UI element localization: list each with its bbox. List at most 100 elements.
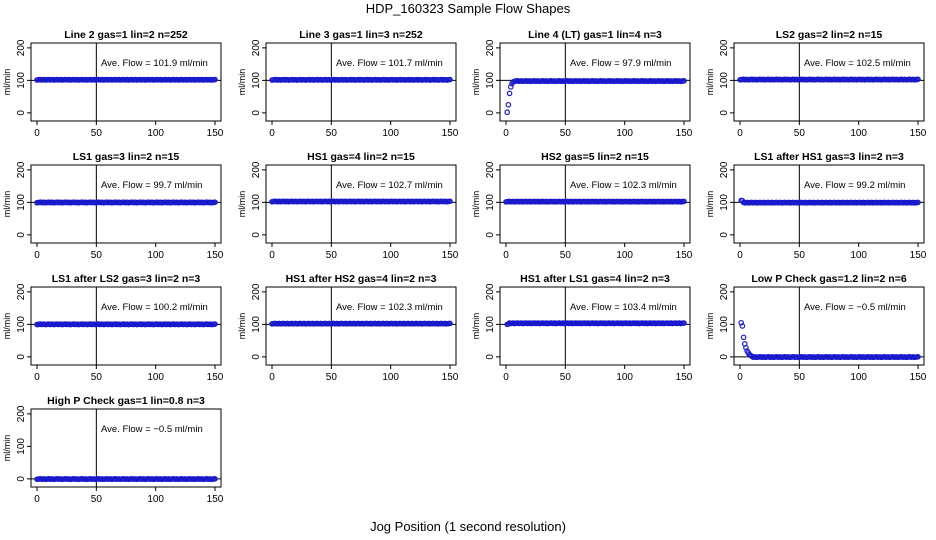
panel-8: LS1 after HS1 gas=3 lin=2 n=3 0 50 100 150 0 1…: [705, 151, 927, 261]
panel-title: HS1 after HS2 gas=4 lin=2 n=3: [286, 273, 437, 285]
data-point: [681, 78, 687, 84]
average-flow-annotation: Ave. Flow = −0.5 ml/min: [804, 302, 906, 313]
y-tick-label: 200: [485, 161, 496, 178]
x-tick-label: 0: [737, 250, 743, 261]
average-flow-annotation: Ave. Flow = 99.2 ml/min: [804, 180, 905, 191]
x-tick-label: 100: [147, 494, 164, 505]
x-tick-label: 0: [503, 372, 509, 383]
x-tick-label: 100: [850, 372, 867, 383]
plot-frame: [30, 42, 222, 122]
y-axis-label: ml/min: [2, 191, 12, 218]
data-point: [915, 199, 921, 206]
x-tick-label: 50: [560, 372, 572, 383]
average-flow-annotation: Ave. Flow = 101.9 ml/min: [101, 58, 208, 69]
panel-13: High P Check gas=1 lin=0.8 n=3 0 50 100 150 0…: [2, 395, 224, 505]
y-tick-label: 200: [719, 161, 730, 178]
x-tick-label: 50: [794, 250, 806, 261]
y-tick-label: 0: [251, 232, 262, 238]
data-point: [740, 334, 747, 341]
data-point: [505, 101, 512, 108]
x-tick-label: 100: [616, 128, 633, 139]
panel-12: Low P Check gas=1.2 lin=2 n=6 0 50 100 150 0 1…: [705, 273, 927, 383]
y-tick-label: 100: [251, 194, 262, 211]
panel-9: LS1 after LS2 gas=3 lin=2 n=3 0 50 100 150 0 1…: [2, 273, 224, 383]
x-tick-label: 150: [442, 128, 459, 139]
panel-title: LS1 gas=3 lin=2 n=15: [73, 151, 180, 163]
y-axis-label: ml/min: [237, 191, 247, 218]
y-tick-label: 100: [16, 316, 27, 333]
y-tick-label: 100: [719, 316, 730, 333]
x-tick-label: 50: [91, 128, 103, 139]
x-tick-label: 100: [147, 250, 164, 261]
plot-frame: [265, 164, 457, 244]
y-tick-label: 0: [719, 354, 730, 360]
panel-title: HS1 gas=4 lin=2 n=15: [307, 151, 415, 163]
x-tick-label: 150: [442, 372, 459, 383]
panel-title: LS1 after HS1 gas=3 lin=2 n=3: [754, 151, 904, 163]
y-tick-label: 0: [719, 232, 730, 238]
x-tick-label: 100: [382, 128, 399, 139]
average-flow-annotation: Ave. Flow = −0.5 ml/min: [101, 424, 203, 435]
x-tick-label: 100: [616, 372, 633, 383]
y-tick-label: 100: [485, 194, 496, 211]
y-tick-label: 100: [16, 438, 27, 455]
x-tick-label: 150: [676, 372, 693, 383]
data-point: [504, 109, 510, 116]
y-tick-label: 100: [251, 316, 262, 333]
x-tick-label: 50: [326, 128, 338, 139]
y-axis-label: ml/min: [471, 69, 481, 96]
y-axis-label: ml/min: [2, 69, 12, 96]
plot-frame: [265, 42, 457, 122]
panel-title: High P Check gas=1 lin=0.8 n=3: [47, 395, 205, 407]
data-point: [212, 199, 218, 206]
plot-frame: [733, 164, 925, 244]
panel-title: LS2 gas=2 lin=2 n=15: [776, 29, 883, 41]
x-tick-label: 150: [910, 372, 927, 383]
average-flow-annotation: Ave. Flow = 97.9 ml/min: [570, 58, 671, 69]
x-tick-label: 50: [560, 128, 572, 139]
x-tick-label: 50: [91, 372, 103, 383]
x-tick-label: 50: [91, 494, 103, 505]
x-tick-label: 0: [737, 372, 743, 383]
y-tick-label: 0: [16, 110, 27, 116]
plot-frame: [265, 286, 457, 366]
x-tick-label: 50: [560, 250, 572, 261]
x-tick-label: 100: [147, 128, 164, 139]
y-tick-label: 100: [16, 72, 27, 89]
y-axis-label: ml/min: [705, 313, 715, 340]
data-point: [212, 475, 218, 482]
x-tick-label: 50: [326, 250, 338, 261]
x-tick-label: 150: [910, 128, 927, 139]
x-tick-label: 0: [269, 372, 275, 383]
y-tick-label: 0: [251, 354, 262, 360]
x-tick-label: 0: [503, 128, 509, 139]
data-point: [681, 320, 687, 326]
x-tick-label: 50: [326, 372, 338, 383]
y-axis-label: ml/min: [705, 69, 715, 96]
y-tick-label: 0: [485, 354, 496, 360]
x-tick-label: 100: [850, 250, 867, 261]
x-tick-label: 100: [147, 372, 164, 383]
y-tick-label: 100: [719, 194, 730, 211]
average-flow-annotation: Ave. Flow = 102.3 ml/min: [570, 180, 677, 191]
x-tick-label: 150: [676, 128, 693, 139]
average-flow-annotation: Ave. Flow = 100.2 ml/min: [101, 302, 208, 313]
y-tick-label: 200: [251, 161, 262, 178]
y-tick-label: 100: [485, 316, 496, 333]
y-tick-label: 0: [251, 110, 262, 116]
y-axis-label: ml/min: [471, 313, 481, 340]
x-tick-label: 100: [616, 250, 633, 261]
x-tick-label: 50: [794, 372, 806, 383]
x-tick-label: 100: [382, 250, 399, 261]
x-tick-label: 50: [794, 128, 806, 139]
x-tick-label: 100: [850, 128, 867, 139]
y-tick-label: 100: [719, 72, 730, 89]
y-tick-label: 200: [16, 283, 27, 300]
y-tick-label: 0: [16, 476, 27, 482]
x-tick-label: 50: [91, 250, 103, 261]
plot-frame: [499, 286, 691, 366]
panel-title: Low P Check gas=1.2 lin=2 n=6: [751, 273, 906, 285]
y-tick-label: 200: [485, 39, 496, 56]
plot-frame: [30, 286, 222, 366]
panel-title: HS1 after LS1 gas=4 lin=2 n=3: [520, 273, 670, 285]
